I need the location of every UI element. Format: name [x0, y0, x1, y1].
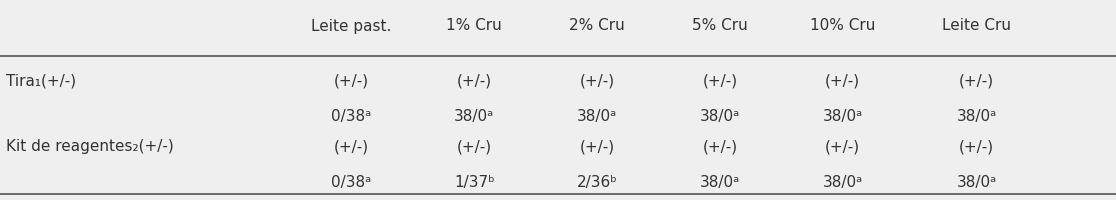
- Text: Leite Cru: Leite Cru: [942, 19, 1011, 33]
- Text: 0/38ᵃ: 0/38ᵃ: [331, 108, 372, 123]
- Text: Kit de reagentes₂(+/-): Kit de reagentes₂(+/-): [6, 140, 173, 154]
- Text: (+/-): (+/-): [702, 140, 738, 154]
- Text: (+/-): (+/-): [825, 73, 860, 88]
- Text: (+/-): (+/-): [825, 140, 860, 154]
- Text: 1/37ᵇ: 1/37ᵇ: [454, 174, 494, 190]
- Text: 2% Cru: 2% Cru: [569, 19, 625, 33]
- Text: (+/-): (+/-): [579, 140, 615, 154]
- Text: 38/0ᵃ: 38/0ᵃ: [577, 108, 617, 123]
- Text: (+/-): (+/-): [959, 73, 994, 88]
- Text: 38/0ᵃ: 38/0ᵃ: [956, 174, 997, 190]
- Text: 5% Cru: 5% Cru: [692, 19, 748, 33]
- Text: (+/-): (+/-): [456, 73, 492, 88]
- Text: Leite past.: Leite past.: [311, 19, 392, 33]
- Text: 38/0ᵃ: 38/0ᵃ: [700, 108, 740, 123]
- Text: Tira₁(+/-): Tira₁(+/-): [6, 73, 76, 88]
- Text: 38/0ᵃ: 38/0ᵃ: [822, 174, 863, 190]
- Text: 10% Cru: 10% Cru: [810, 19, 875, 33]
- Text: (+/-): (+/-): [702, 73, 738, 88]
- Text: 1% Cru: 1% Cru: [446, 19, 502, 33]
- Text: (+/-): (+/-): [334, 73, 369, 88]
- Text: 38/0ᵃ: 38/0ᵃ: [700, 174, 740, 190]
- Text: 0/38ᵃ: 0/38ᵃ: [331, 174, 372, 190]
- Text: 38/0ᵃ: 38/0ᵃ: [454, 108, 494, 123]
- Text: (+/-): (+/-): [334, 140, 369, 154]
- Text: (+/-): (+/-): [959, 140, 994, 154]
- Text: 2/36ᵇ: 2/36ᵇ: [577, 174, 617, 190]
- Text: 38/0ᵃ: 38/0ᵃ: [822, 108, 863, 123]
- Text: 38/0ᵃ: 38/0ᵃ: [956, 108, 997, 123]
- Text: (+/-): (+/-): [456, 140, 492, 154]
- Text: (+/-): (+/-): [579, 73, 615, 88]
